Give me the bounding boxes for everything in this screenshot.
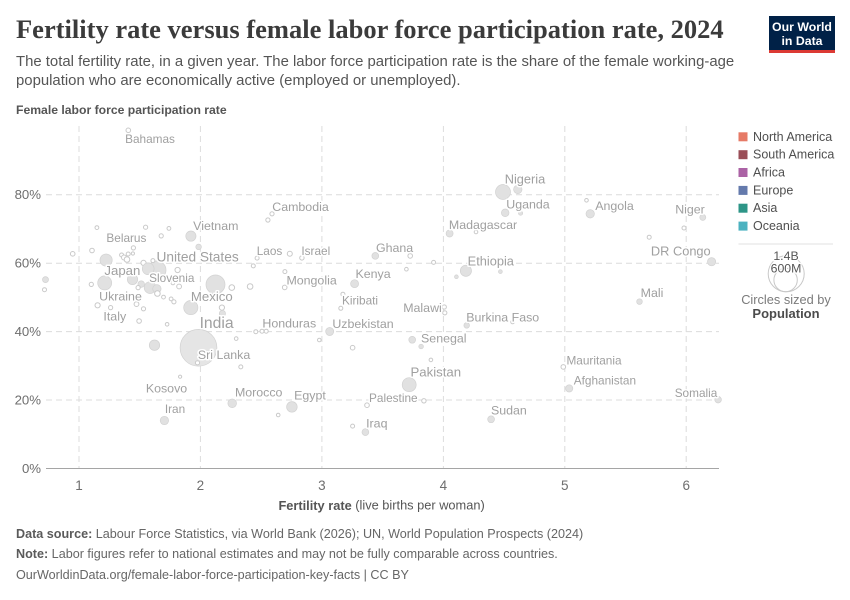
svg-text:Belarus: Belarus <box>106 231 146 245</box>
svg-text:Iraq: Iraq <box>366 417 387 431</box>
svg-text:India: India <box>200 315 234 332</box>
svg-text:Angola: Angola <box>595 199 634 213</box>
svg-text:United States: United States <box>157 250 239 265</box>
svg-text:Ukraine: Ukraine <box>99 290 142 304</box>
svg-text:Kiribati: Kiribati <box>342 293 378 307</box>
svg-text:600M: 600M <box>771 262 802 276</box>
svg-text:North America: North America <box>753 130 832 144</box>
svg-text:Honduras: Honduras <box>262 317 316 331</box>
svg-text:Asia: Asia <box>753 201 777 215</box>
svg-text:Italy: Italy <box>103 309 127 323</box>
svg-text:1: 1 <box>75 478 83 493</box>
svg-text:Kenya: Kenya <box>356 267 391 281</box>
svg-text:Population: Population <box>752 306 819 321</box>
svg-text:Israel: Israel <box>301 244 330 258</box>
svg-text:Mongolia: Mongolia <box>286 274 336 288</box>
svg-text:3: 3 <box>318 478 326 493</box>
svg-text:Palestine: Palestine <box>369 391 418 405</box>
svg-text:Oceania: Oceania <box>753 219 800 233</box>
svg-text:4: 4 <box>440 478 448 493</box>
svg-text:Pakistan: Pakistan <box>411 365 462 380</box>
svg-text:Morocco: Morocco <box>235 386 283 400</box>
svg-text:40%: 40% <box>15 324 42 339</box>
svg-text:Senegal: Senegal <box>421 331 466 345</box>
svg-text:DR Congo: DR Congo <box>651 244 711 259</box>
svg-text:0%: 0% <box>22 461 41 476</box>
svg-text:South America: South America <box>753 148 834 162</box>
svg-text:Uganda: Uganda <box>506 197 550 211</box>
svg-text:Laos: Laos <box>257 244 283 258</box>
svg-text:6: 6 <box>682 478 690 493</box>
svg-text:Sri Lanka: Sri Lanka <box>198 348 250 362</box>
svg-text:Kosovo: Kosovo <box>146 382 187 396</box>
svg-text:Sudan: Sudan <box>491 404 527 418</box>
svg-text:Fertility rate (live births pe: Fertility rate (live births per woman) <box>278 498 484 513</box>
svg-text:Madagascar: Madagascar <box>449 218 517 232</box>
svg-text:80%: 80% <box>15 187 42 202</box>
svg-text:1.4B: 1.4B <box>773 249 798 263</box>
svg-text:Afghanistan: Afghanistan <box>574 374 636 388</box>
svg-text:Japan: Japan <box>104 263 140 278</box>
svg-text:Malawi: Malawi <box>403 301 442 315</box>
svg-text:Ghana: Ghana <box>376 241 413 255</box>
svg-text:Cambodia: Cambodia <box>272 200 329 214</box>
svg-text:Circles sized by: Circles sized by <box>741 292 831 307</box>
svg-text:Bahamas: Bahamas <box>125 132 175 146</box>
svg-text:Nigeria: Nigeria <box>505 171 546 186</box>
svg-text:Burkina Faso: Burkina Faso <box>466 311 539 325</box>
svg-text:Niger: Niger <box>675 202 705 216</box>
svg-text:Slovenia: Slovenia <box>149 271 195 285</box>
svg-text:Iran: Iran <box>165 402 185 416</box>
svg-text:Mexico: Mexico <box>191 289 233 304</box>
svg-text:2: 2 <box>197 478 205 493</box>
svg-text:Uzbekistan: Uzbekistan <box>332 317 393 331</box>
svg-text:Mauritania: Mauritania <box>566 353 622 367</box>
svg-text:Africa: Africa <box>753 166 785 180</box>
svg-text:60%: 60% <box>15 256 42 271</box>
svg-text:20%: 20% <box>15 393 42 408</box>
svg-text:5: 5 <box>561 478 569 493</box>
svg-text:Egypt: Egypt <box>294 389 326 403</box>
svg-text:Vietnam: Vietnam <box>193 219 238 233</box>
svg-text:Ethiopia: Ethiopia <box>468 253 515 268</box>
svg-text:Somalia: Somalia <box>675 386 718 400</box>
svg-text:Europe: Europe <box>753 183 793 197</box>
svg-text:Mali: Mali <box>641 286 664 300</box>
